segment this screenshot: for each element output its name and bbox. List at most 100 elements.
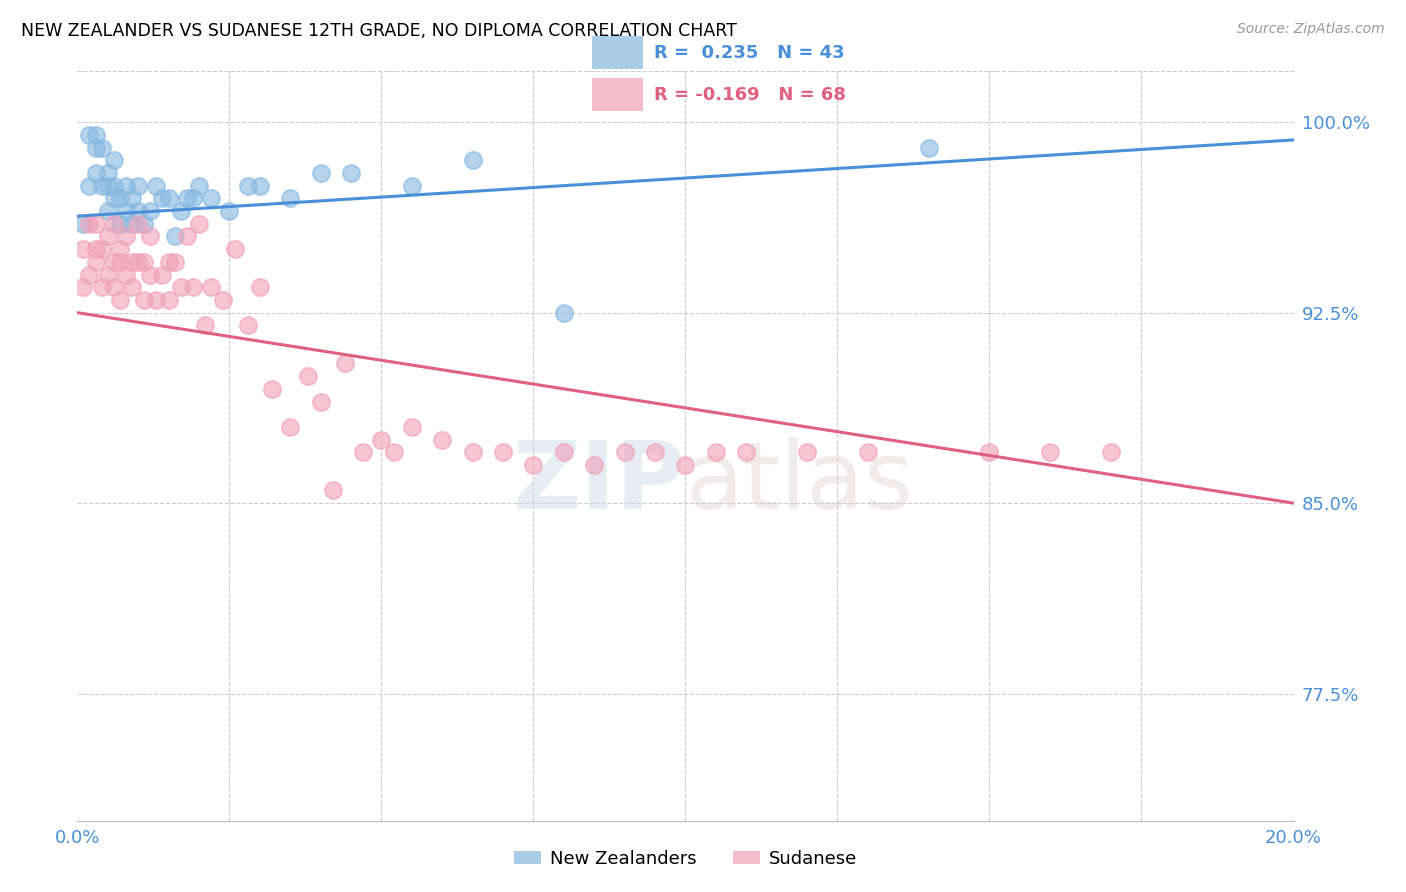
Point	[127, 204, 149, 219]
Point	[918, 140, 941, 154]
Point	[278, 191, 301, 205]
Point	[522, 458, 544, 472]
Point	[157, 293, 180, 307]
Point	[461, 445, 484, 459]
Point	[1099, 445, 1122, 459]
Point	[644, 445, 666, 459]
Point	[108, 293, 131, 307]
Text: atlas: atlas	[686, 437, 914, 530]
Point	[492, 445, 515, 459]
Point	[108, 255, 131, 269]
Point	[134, 293, 156, 307]
Point	[704, 445, 727, 459]
Point	[134, 255, 156, 269]
Point	[370, 433, 392, 447]
Point	[236, 318, 259, 333]
Point	[121, 255, 143, 269]
Legend: New Zealanders, Sudanese: New Zealanders, Sudanese	[506, 843, 865, 875]
Point	[212, 293, 235, 307]
Point	[97, 229, 120, 244]
Point	[583, 458, 606, 472]
Point	[176, 229, 198, 244]
Point	[139, 229, 162, 244]
Point	[152, 191, 174, 205]
Point	[856, 445, 879, 459]
Point	[84, 242, 107, 256]
Point	[127, 217, 149, 231]
Point	[675, 458, 697, 472]
Bar	[592, 78, 643, 111]
Point	[553, 445, 575, 459]
Point	[79, 178, 101, 193]
Point	[139, 268, 162, 282]
Point	[97, 166, 120, 180]
Point	[236, 178, 259, 193]
Point	[90, 140, 112, 154]
Point	[297, 369, 319, 384]
Bar	[592, 36, 643, 69]
Point	[103, 191, 125, 205]
Point	[200, 280, 222, 294]
Point	[79, 128, 101, 142]
Point	[613, 445, 636, 459]
Point	[103, 217, 125, 231]
Text: ZIP: ZIP	[513, 437, 686, 530]
Point	[108, 191, 131, 205]
Point	[188, 217, 211, 231]
Point	[72, 242, 94, 256]
Point	[90, 242, 112, 256]
Point	[796, 445, 818, 459]
Point	[735, 445, 758, 459]
Point	[200, 191, 222, 205]
Point	[103, 153, 125, 168]
Point	[103, 280, 125, 294]
Point	[401, 178, 423, 193]
Point	[108, 242, 131, 256]
Point	[84, 166, 107, 180]
Point	[322, 483, 344, 498]
Point	[157, 191, 180, 205]
Text: NEW ZEALANDER VS SUDANESE 12TH GRADE, NO DIPLOMA CORRELATION CHART: NEW ZEALANDER VS SUDANESE 12TH GRADE, NO…	[21, 22, 737, 40]
Point	[249, 178, 271, 193]
Point	[84, 217, 107, 231]
Point	[145, 293, 167, 307]
Point	[72, 280, 94, 294]
Point	[163, 255, 186, 269]
Point	[97, 268, 120, 282]
Point	[90, 178, 112, 193]
Point	[278, 420, 301, 434]
Point	[139, 204, 162, 219]
Point	[249, 280, 271, 294]
Point	[224, 242, 246, 256]
Point	[352, 445, 374, 459]
Point	[181, 191, 204, 205]
Point	[181, 280, 204, 294]
Point	[382, 445, 405, 459]
Point	[84, 128, 107, 142]
Point	[115, 229, 138, 244]
Point	[84, 140, 107, 154]
Point	[461, 153, 484, 168]
Point	[979, 445, 1001, 459]
Point	[170, 280, 193, 294]
Point	[145, 178, 167, 193]
Point	[79, 217, 101, 231]
Point	[163, 229, 186, 244]
Point	[115, 178, 138, 193]
Point	[194, 318, 217, 333]
Point	[72, 217, 94, 231]
Point	[90, 280, 112, 294]
Point	[170, 204, 193, 219]
Point	[333, 356, 356, 370]
Point	[121, 191, 143, 205]
Point	[121, 217, 143, 231]
Point	[127, 255, 149, 269]
Text: R =  0.235   N = 43: R = 0.235 N = 43	[654, 44, 845, 62]
Point	[121, 280, 143, 294]
Point	[108, 217, 131, 231]
Point	[430, 433, 453, 447]
Point	[115, 268, 138, 282]
Point	[260, 382, 283, 396]
Point	[115, 204, 138, 219]
Point	[401, 420, 423, 434]
